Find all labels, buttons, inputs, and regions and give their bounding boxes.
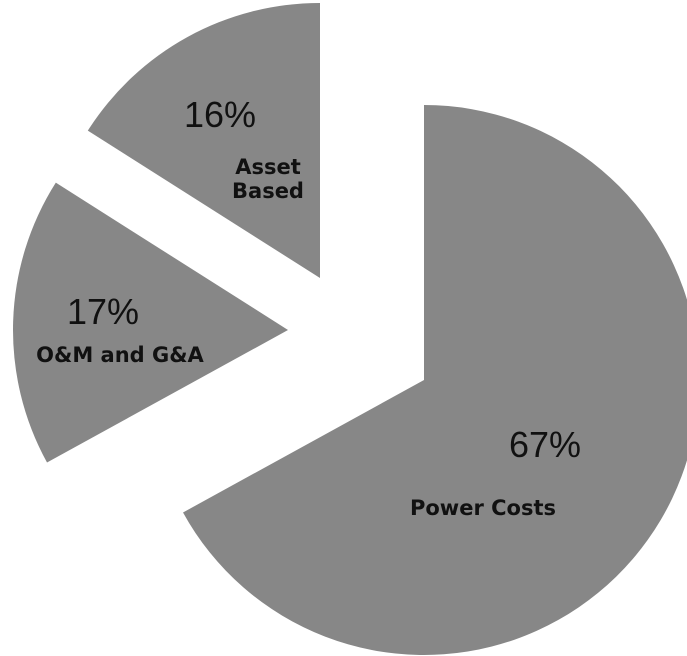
category-label: O&M and G&A	[36, 343, 204, 367]
value-label: 17%	[66, 291, 140, 332]
slice	[87, 3, 321, 278]
value-label: 67%	[508, 424, 582, 465]
category-label: Asset Based	[232, 155, 304, 203]
slice	[183, 105, 687, 655]
slice	[13, 182, 289, 463]
category-label: Power Costs	[409, 496, 556, 520]
value-label: 16%	[183, 94, 257, 135]
